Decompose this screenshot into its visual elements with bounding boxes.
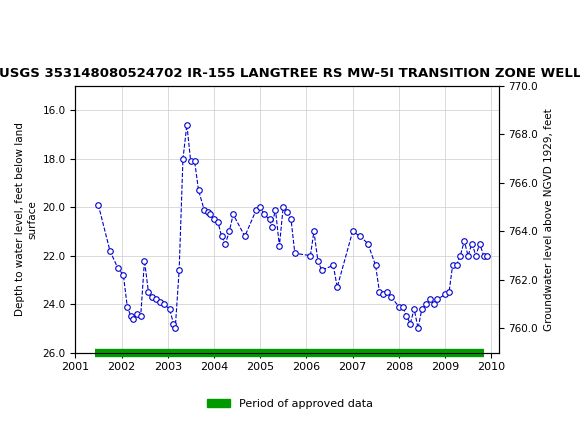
Y-axis label: Depth to water level, feet below land
surface: Depth to water level, feet below land su… [16, 123, 37, 316]
Y-axis label: Groundwater level above NGVD 1929, feet: Groundwater level above NGVD 1929, feet [544, 108, 554, 331]
Text: ╳USGS: ╳USGS [12, 15, 66, 36]
Legend: Period of approved data: Period of approved data [203, 395, 377, 414]
Text: USGS 353148080524702 IR-155 LANGTREE RS MW-5I TRANSITION ZONE WELL: USGS 353148080524702 IR-155 LANGTREE RS … [0, 67, 580, 80]
